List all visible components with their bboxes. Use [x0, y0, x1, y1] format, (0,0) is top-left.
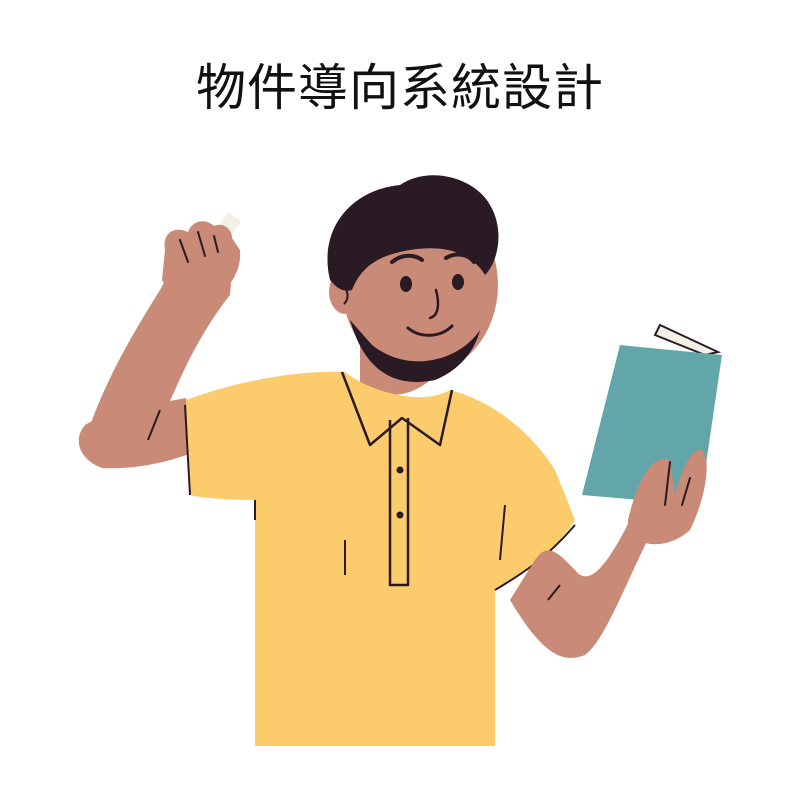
raised-fist: [162, 221, 241, 302]
page-title: 物件導向系統設計: [196, 59, 604, 117]
book-hand: [628, 449, 707, 545]
placket: [388, 418, 410, 587]
shirt-button: [396, 511, 404, 519]
collar: [340, 371, 454, 447]
eye-left: [400, 276, 412, 292]
right-forearm: [510, 520, 650, 658]
shirt: [186, 371, 575, 746]
eye-right: [452, 274, 464, 290]
shirt-button: [396, 466, 404, 474]
smile: [406, 324, 454, 337]
raised-forearm: [88, 250, 232, 462]
hair: [327, 175, 499, 291]
